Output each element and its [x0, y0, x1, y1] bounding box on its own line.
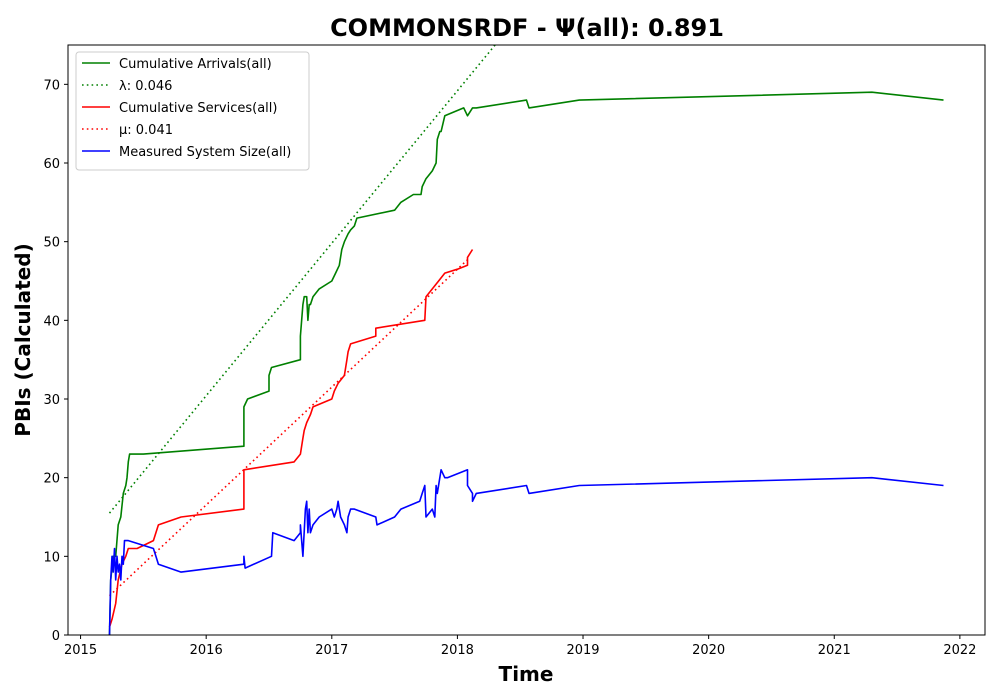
plot-area — [108, 45, 944, 635]
x-tick-label: 2016 — [190, 643, 223, 658]
series-line-4 — [108, 256, 471, 597]
series-line-2 — [108, 45, 496, 514]
legend-label: λ: 0.046 — [119, 79, 172, 94]
x-tick-label: 2018 — [441, 643, 474, 658]
x-tick-label: 2020 — [692, 643, 725, 658]
y-tick-label: 50 — [43, 236, 60, 251]
legend-label: Cumulative Arrivals(all) — [119, 57, 272, 72]
legend-label: Measured System Size(all) — [119, 145, 291, 160]
series-line-1 — [108, 91, 944, 635]
x-tick-label: 2022 — [943, 643, 976, 658]
y-tick-label: 70 — [43, 78, 60, 93]
x-tick-label: 2021 — [818, 643, 851, 658]
legend: Cumulative Arrivals(all) λ: 0.046 Cumulati… — [75, 51, 310, 171]
x-tick-label: 2019 — [566, 643, 599, 658]
y-tick-label: 20 — [43, 472, 60, 487]
chart-title: COMMONSRDF - Ψ(all): 0.891 — [330, 14, 724, 42]
y-tick-label: 40 — [43, 314, 60, 329]
series-line-3 — [108, 249, 474, 628]
legend-label: Cumulative Services(all) — [119, 101, 277, 116]
series-line-5 — [108, 468, 944, 635]
x-tick-label: 2015 — [64, 643, 97, 658]
plot-frame — [67, 44, 986, 636]
legend-label: μ: 0.041 — [119, 123, 173, 138]
x-axis: 2015 2016 2017 2018 2019 2020 2021 2022 — [64, 635, 976, 658]
y-tick-label: 30 — [43, 393, 60, 408]
y-tick-label: 0 — [52, 629, 60, 644]
y-tick-label: 10 — [43, 550, 60, 565]
y-axis-label: PBIs (Calculated) — [11, 243, 35, 436]
x-axis-label: Time — [499, 662, 554, 686]
y-axis: 0 10 20 30 40 50 60 70 — [43, 78, 68, 644]
x-tick-label: 2017 — [315, 643, 348, 658]
y-tick-label: 60 — [43, 157, 60, 172]
legend-box — [75, 51, 310, 171]
